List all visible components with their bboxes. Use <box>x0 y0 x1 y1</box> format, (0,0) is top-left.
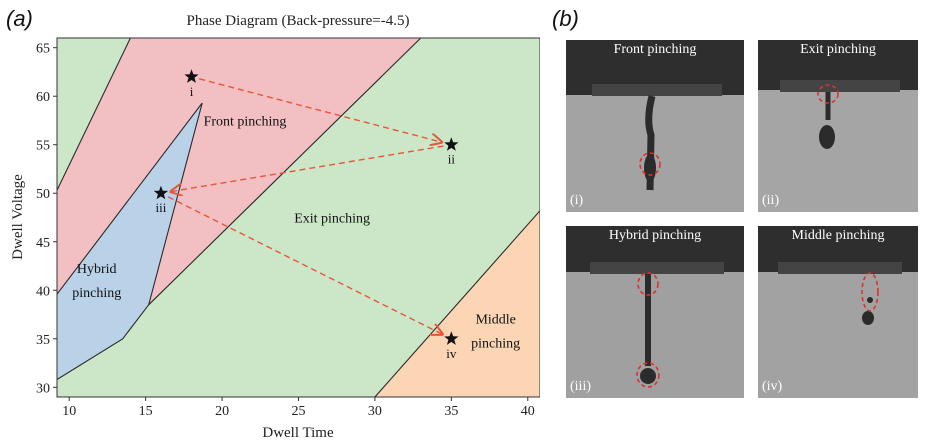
photo-title-middle-pinching: Middle pinching <box>791 228 885 243</box>
star-marker-i <box>184 69 199 83</box>
photo-hybrid-pinching-image <box>566 226 744 398</box>
star-marker-iv <box>444 331 459 345</box>
arrow-iii-to-iv <box>167 196 442 334</box>
phase-boundary-4 <box>374 210 540 397</box>
x-tick-label-40: 40 <box>521 404 535 419</box>
y-tick-label-55: 55 <box>36 139 50 154</box>
y-axis-label: Dwell Voltage <box>10 174 26 260</box>
star-marker-ii <box>444 137 459 151</box>
region-label-hybrid-pinching-2: pinching <box>72 286 121 301</box>
panel-b-label: (b) <box>552 6 579 31</box>
x-tick-label-20: 20 <box>215 404 229 419</box>
photo-title-exit-pinching: Exit pinching <box>800 42 876 57</box>
region-label-front-pinching: Front pinching <box>204 114 287 129</box>
point-label-i: i <box>190 84 194 99</box>
photo-front-pinching: Front pinching (i) <box>566 40 744 212</box>
region-exit-pinching <box>57 38 540 397</box>
y-tick-label-45: 45 <box>36 236 50 251</box>
y-tick-label-65: 65 <box>36 42 50 57</box>
phase-diagram-chart: Phase Diagram (Back-pressure=-4.5) Front… <box>10 13 540 441</box>
photo-front-pinching-image <box>566 40 744 212</box>
point-label-ii: ii <box>448 152 456 167</box>
x-tick-label-25: 25 <box>292 404 306 419</box>
photo-exit-pinching-image <box>758 40 918 212</box>
photo-title-front-pinching: Front pinching <box>613 42 697 57</box>
region-label-exit-pinching: Exit pinching <box>294 211 370 226</box>
x-tick-label-15: 15 <box>139 404 153 419</box>
star-marker-iii <box>153 185 169 200</box>
region-front-pinching <box>57 38 421 305</box>
photo-index-ii: (ii) <box>762 193 780 208</box>
photo-middle-pinching: Middle pinching (iv) <box>758 226 918 398</box>
region-hybrid-pinching <box>57 103 203 380</box>
region-label-middle-pinching-1: Middle <box>475 312 515 327</box>
y-tick-label-50: 50 <box>36 187 50 202</box>
phase-boundary-3 <box>57 102 203 380</box>
photo-middle-pinching-image <box>758 226 918 398</box>
panel-a-label: (a) <box>6 6 33 31</box>
y-tick-label-35: 35 <box>36 333 50 348</box>
x-axis-label: Dwell Time <box>262 425 334 441</box>
y-tick-label-60: 60 <box>36 90 50 105</box>
arrow-ii-to-iii <box>171 145 444 192</box>
region-label-middle-pinching-2: pinching <box>471 337 520 352</box>
x-tick-label-10: 10 <box>62 404 76 419</box>
chart-title: Phase Diagram (Back-pressure=-4.5) <box>187 13 410 29</box>
photo-index-iv: (iv) <box>762 379 783 394</box>
photo-index-i: (i) <box>570 193 584 208</box>
region-label-hybrid-pinching-1: Hybrid <box>77 262 117 277</box>
y-tick-label-30: 30 <box>36 381 50 396</box>
point-label-iv: iv <box>446 346 457 361</box>
photo-title-hybrid-pinching: Hybrid pinching <box>608 228 702 243</box>
x-tick-label-35: 35 <box>444 404 458 419</box>
photo-exit-pinching: Exit pinching (ii) <box>758 40 918 212</box>
point-label-iii: iii <box>156 200 167 215</box>
x-tick-label-30: 30 <box>368 404 382 419</box>
arrow-i-to-ii <box>199 78 441 142</box>
photo-index-iii: (iii) <box>570 379 591 394</box>
photo-hybrid-pinching: Hybrid pinching (iii) <box>566 226 744 398</box>
y-tick-label-40: 40 <box>36 284 50 299</box>
phase-boundary-1 <box>57 38 131 191</box>
phase-boundary-2 <box>148 38 422 306</box>
